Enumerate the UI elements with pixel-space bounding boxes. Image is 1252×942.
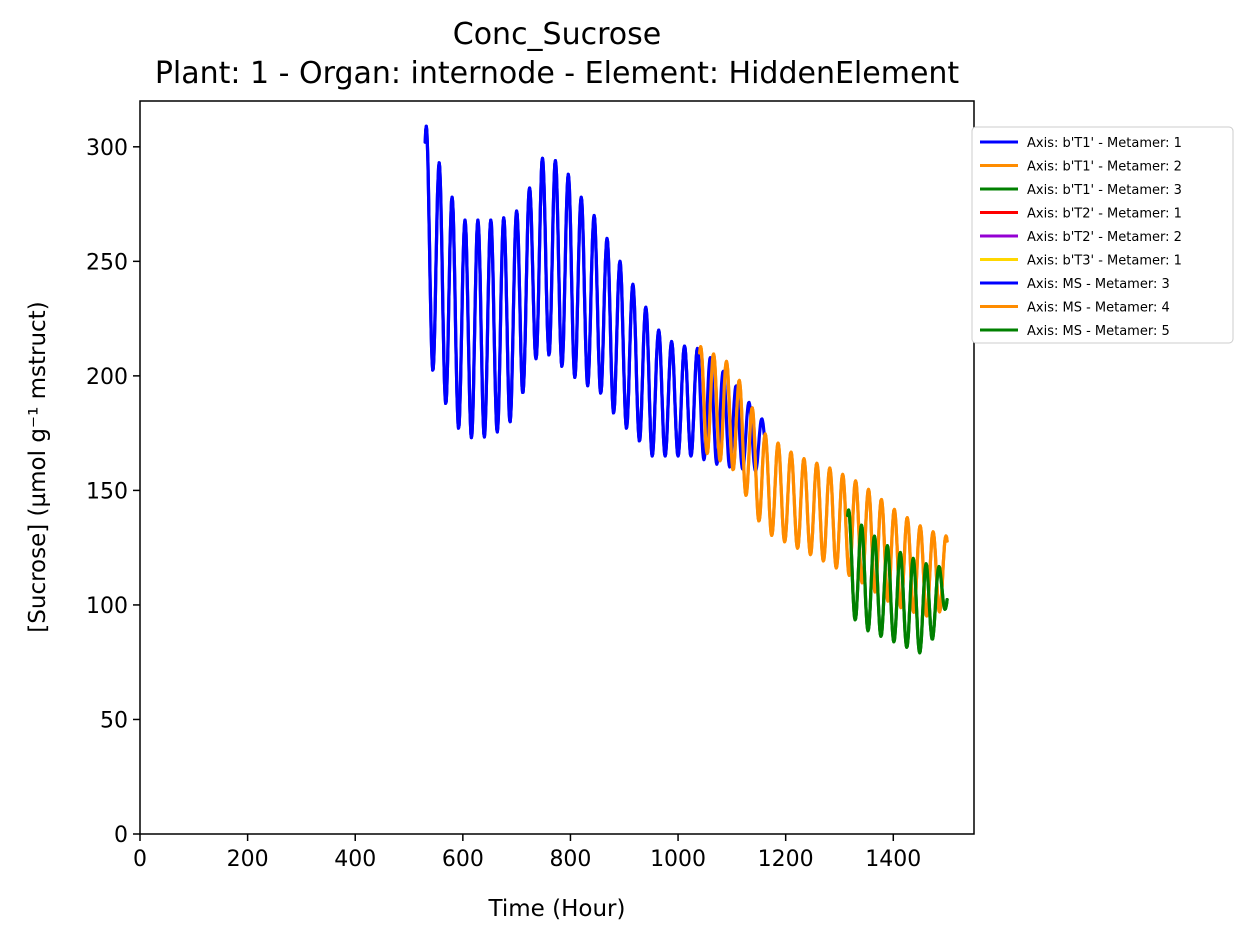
x-axis-label: Time (Hour)	[488, 896, 626, 922]
legend-entry-1: Axis: b'T1' - Metamer: 2	[1027, 160, 1182, 175]
y-axis: 0 50 100 150 200 250 300	[86, 136, 140, 848]
plot-frame	[139, 100, 975, 835]
y-tick-label-5: 250	[86, 250, 128, 275]
x-tick-label-6: 1200	[758, 847, 814, 872]
legend: Axis: b'T1' - Metamer: 1 Axis: b'T1' - Me…	[971, 126, 1234, 344]
x-axis: 0 200 400 600 800 1000 1200 1400	[133, 834, 921, 872]
legend-entry-5: Axis: b'T3' - Metamer: 1	[1027, 254, 1182, 269]
series-line-6	[423, 124, 766, 473]
x-tick-label-2: 400	[334, 847, 376, 872]
legend-entry-7: Axis: MS - Metamer: 4	[1027, 301, 1170, 316]
x-tick-label-1: 200	[227, 847, 269, 872]
y-tick-label-1: 50	[100, 708, 128, 733]
chart-subtitle: Plant: 1 - Organ: internode - Element: H…	[155, 56, 960, 91]
y-axis-label: [Sucrose] (µmol g⁻¹ mstruct)	[25, 301, 51, 632]
chart-title: Conc_Sucrose	[453, 17, 661, 52]
x-tick-label-5: 1000	[650, 847, 706, 872]
series-line-8	[845, 508, 949, 655]
x-tick-label-4: 800	[549, 847, 591, 872]
legend-entry-2: Axis: b'T1' - Metamer: 3	[1027, 183, 1182, 198]
y-tick-label-3: 150	[86, 479, 128, 504]
plot-lines	[423, 124, 949, 655]
y-tick-label-2: 100	[86, 594, 128, 619]
y-tick-label-0: 0	[114, 823, 128, 848]
legend-entry-8: Axis: MS - Metamer: 5	[1027, 324, 1170, 339]
y-tick-label-4: 200	[86, 365, 128, 390]
legend-entry-0: Axis: b'T1' - Metamer: 1	[1027, 136, 1182, 151]
x-tick-label-0: 0	[133, 847, 147, 872]
legend-box	[971, 126, 1234, 344]
legend-entry-3: Axis: b'T2' - Metamer: 1	[1027, 207, 1182, 222]
legend-entry-4: Axis: b'T2' - Metamer: 2	[1027, 230, 1182, 245]
series-line-7	[697, 345, 949, 618]
x-tick-label-3: 600	[442, 847, 484, 872]
legend-entry-6: Axis: MS - Metamer: 3	[1027, 277, 1170, 292]
y-tick-label-6: 300	[86, 136, 128, 161]
x-tick-label-7: 1400	[865, 847, 921, 872]
